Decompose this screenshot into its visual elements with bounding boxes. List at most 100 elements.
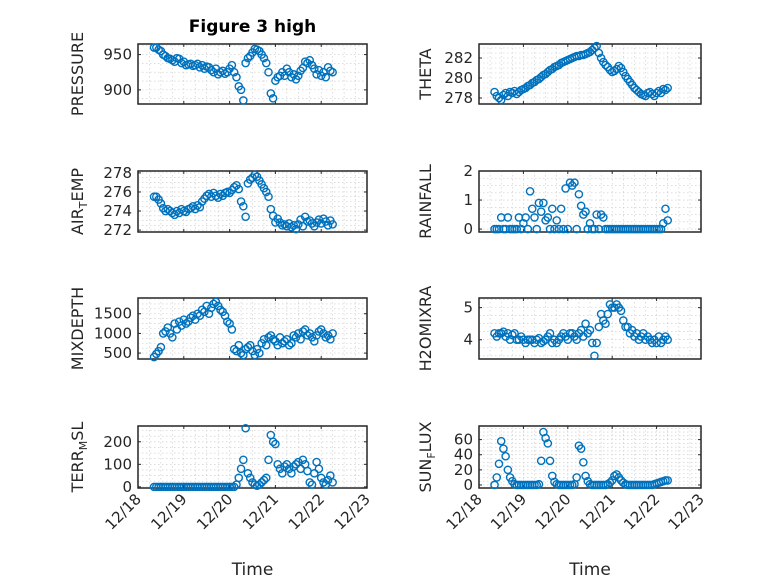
data-point — [216, 305, 225, 315]
data-point — [525, 187, 535, 196]
data-point — [314, 464, 324, 474]
data-point — [261, 340, 271, 350]
data-point — [530, 213, 539, 222]
data-point — [534, 198, 544, 208]
y-axis-label: H2OMIXRA — [416, 286, 435, 372]
data-point — [652, 88, 661, 98]
data-point — [496, 95, 506, 105]
subplot-theta: 278 280 282 THETA — [416, 41, 702, 107]
data-point — [539, 337, 548, 346]
data-point — [234, 473, 244, 483]
data-point — [543, 439, 553, 448]
x-tick-label: 12/22 — [285, 490, 328, 533]
y-axis-label: MIXDEPTH — [68, 287, 87, 370]
y-tick-label: 4 — [463, 331, 473, 349]
data-point — [663, 335, 673, 345]
y-axis-label: PRESSURE — [68, 32, 87, 116]
y-tick-label: 0 — [463, 476, 473, 494]
data-point — [261, 473, 271, 483]
y-tick-label: 60 — [454, 431, 473, 449]
data-point — [223, 317, 232, 326]
data-point — [298, 455, 308, 465]
data-point — [581, 471, 590, 481]
subplot-h2omixra: 4 5 H2OMIXRA — [416, 286, 702, 372]
data-point — [610, 471, 619, 481]
y-tick-label: 500 — [103, 344, 132, 362]
data-point — [323, 475, 333, 485]
x-tick-label: 12/22 — [620, 490, 663, 533]
data-point — [319, 478, 328, 487]
data-point — [494, 459, 504, 469]
data-point — [550, 224, 559, 234]
data-point — [523, 224, 533, 234]
y-tick-label: 20 — [454, 461, 473, 479]
data-point — [556, 204, 566, 214]
data-point — [229, 67, 239, 77]
data-point — [298, 221, 308, 231]
data-point — [581, 207, 590, 216]
data-point — [541, 433, 550, 443]
x-tick-label: 12/20 — [193, 490, 236, 533]
data-point — [264, 333, 273, 342]
data-point — [328, 67, 337, 77]
data-point — [209, 299, 218, 309]
data-point — [579, 457, 588, 467]
data-point — [255, 480, 264, 489]
chart-title: Figure 3 high — [189, 17, 317, 37]
x-tick-label: 12/18 — [443, 490, 486, 533]
data-point — [236, 85, 246, 95]
data-point — [590, 43, 599, 53]
data-point — [521, 213, 530, 222]
y-tick-label: 274 — [103, 202, 132, 220]
data-point — [250, 170, 260, 180]
data-point — [227, 325, 237, 334]
data-point — [545, 329, 555, 338]
x-tick-label: 12/19 — [487, 490, 530, 533]
data-point — [241, 212, 250, 222]
data-point — [663, 83, 673, 93]
axes-border — [478, 43, 702, 105]
data-point — [501, 451, 510, 461]
axes-border — [478, 297, 702, 360]
data-point — [291, 460, 301, 469]
axes-border — [137, 297, 368, 360]
y-axis-label: TERRMSL — [68, 422, 90, 494]
data-point — [663, 216, 673, 225]
data-point — [261, 58, 271, 68]
data-point — [243, 53, 253, 63]
data-point — [289, 70, 299, 79]
y-axis-label: SUNFLUX — [416, 421, 438, 492]
data-point — [266, 89, 276, 98]
y-tick-label: 40 — [454, 446, 473, 464]
y-axis-label: THETA — [416, 48, 435, 100]
data-point — [601, 60, 610, 70]
y-tick-label: 276 — [103, 183, 132, 201]
data-point — [328, 329, 337, 338]
data-point — [239, 455, 248, 465]
data-point — [275, 464, 285, 474]
data-point — [563, 224, 573, 234]
data-point — [289, 331, 299, 340]
y-tick-label: 272 — [103, 221, 132, 239]
data-point — [255, 348, 264, 358]
data-point — [576, 444, 586, 453]
data-point — [271, 439, 280, 449]
y-tick-label: 900 — [103, 81, 132, 99]
data-point — [310, 469, 319, 478]
data-point — [559, 224, 568, 234]
y-tick-label: 200 — [103, 433, 132, 451]
x-tick-label: 12/23 — [331, 490, 374, 533]
y-tick-label: 100 — [103, 455, 132, 473]
data-point — [572, 224, 581, 234]
y-tick-label: 280 — [444, 69, 473, 87]
data-point — [268, 94, 278, 103]
data-point — [587, 338, 597, 348]
data-point — [229, 482, 239, 492]
data-point — [245, 175, 255, 184]
data-point — [305, 478, 315, 487]
y-tick-label: 278 — [103, 164, 132, 182]
x-tick-label: 12/20 — [531, 490, 574, 533]
data-point — [594, 48, 604, 58]
data-point — [239, 201, 248, 211]
data-point — [543, 213, 553, 222]
